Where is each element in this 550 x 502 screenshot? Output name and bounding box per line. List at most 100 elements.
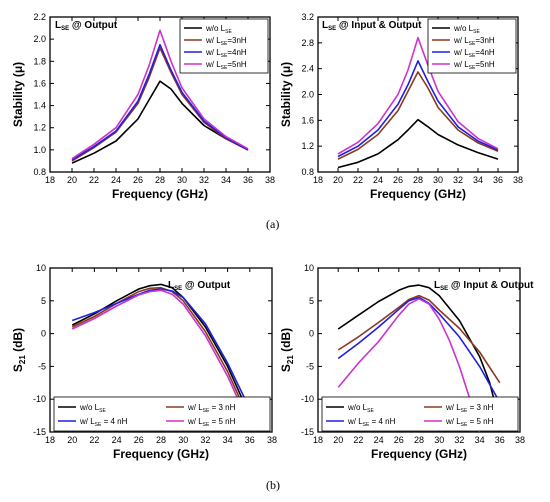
legend-label-pre: w/ L <box>79 417 95 426</box>
x-tick-label: 24 <box>112 435 122 445</box>
y-axis-label: Stability (μ) <box>11 62 25 127</box>
legend-label-post: = 5 nH <box>209 417 235 426</box>
chart-annotation: LSE @ Input & Output <box>322 20 422 32</box>
series-line-2 <box>337 296 501 403</box>
x-axis-label: Frequency (GHz) <box>112 187 208 201</box>
x-tick-label: 26 <box>134 435 144 445</box>
y-axis-label: S21 (dB) <box>279 328 295 372</box>
y-axis-label-sub: 21 <box>286 355 295 364</box>
legend-label-post: = 4 nH <box>101 417 127 426</box>
series-line-0 <box>337 284 501 423</box>
chart-annotation: LSE @ Input & Output <box>434 280 534 292</box>
x-tick-label: 38 <box>267 435 277 445</box>
chart-b-left: 18 20 22 24 26 28 30 32 34 36 38 -15 -10 -5 0 5 10 Freque… <box>11 263 277 461</box>
x-tick-label: 20 <box>67 435 77 445</box>
series-line-1 <box>71 47 249 162</box>
series-line-1 <box>337 294 501 384</box>
legend-label: w/ LSE=3nH <box>205 36 247 47</box>
y-tick-label: 0.8 <box>33 167 46 177</box>
chart-b-right: 18 20 22 24 26 28 30 32 34 36 38 -15 -10 -5 0 5 10 Freque… <box>279 263 534 461</box>
legend-label: w/ LSE = 3 nH <box>445 403 494 414</box>
legend: w/o LSE w/ LSE = 3 nHw/ LSE = 4 nH w/ LSE … <box>321 396 519 432</box>
legend-label: w/o LSE <box>79 403 106 414</box>
x-tick-label: 28 <box>155 175 165 185</box>
legend-label-sub: SE <box>473 29 480 35</box>
legend-label-post: =4nH <box>475 48 495 57</box>
chart-annotation: LSE @ Output <box>168 280 231 292</box>
legend-label: w/ LSE=4nH <box>205 48 247 59</box>
legend-label-sub: SE <box>221 41 228 47</box>
x-tick-label: 20 <box>333 175 343 185</box>
x-tick-label: 38 <box>265 175 275 185</box>
legend-label: w/o LSE <box>347 403 374 414</box>
x-tick-label: 28 <box>413 175 423 185</box>
x-tick-label: 26 <box>393 175 403 185</box>
legend-label: w/o LSE <box>453 24 480 35</box>
x-tick-label: 34 <box>475 435 485 445</box>
x-tick-label: 26 <box>394 435 404 445</box>
legend-label-sub: SE <box>221 53 228 59</box>
x-tick-label: 22 <box>89 435 99 445</box>
legend-label-pre: w/ L <box>453 36 469 45</box>
x-axis-label: Frequency (GHz) <box>113 447 209 461</box>
legend-label-pre: w/ L <box>187 403 203 412</box>
series-line-2 <box>337 60 499 158</box>
x-tick-label: 22 <box>89 175 99 185</box>
legend-label-pre: w/ L <box>445 417 461 426</box>
x-axis-label: Frequency (GHz) <box>371 447 467 461</box>
chart-a-right: 18 20 22 24 26 28 30 32 34 36 38 0.8 1.2 1.6 2.0 2.4 2.8… <box>279 12 523 201</box>
legend-label-pre: w/o L <box>453 24 474 33</box>
y-tick-label: 1.4 <box>33 101 46 111</box>
legend-label-post: =3nH <box>227 36 247 45</box>
y-tick-label: 5 <box>41 296 46 306</box>
y-axis-label-main: S <box>11 364 25 372</box>
legend-label-post: = 5 nH <box>467 417 493 426</box>
y-tick-label: 0.8 <box>301 167 314 177</box>
annotation-main: L <box>168 280 174 291</box>
legend-label: w/ LSE = 4 nH <box>79 417 128 428</box>
x-tick-label: 24 <box>373 175 383 185</box>
y-tick-label: 10 <box>304 263 314 273</box>
legend-label-pre: w/ L <box>445 403 461 412</box>
series-line-0 <box>337 118 499 169</box>
y-tick-label: 0 <box>41 329 46 339</box>
x-tick-label: 36 <box>243 175 253 185</box>
x-tick-label: 36 <box>245 435 255 445</box>
x-tick-label: 38 <box>513 175 523 185</box>
x-tick-label: 22 <box>353 435 363 445</box>
y-tick-label: -5 <box>38 361 46 371</box>
annotation-main: L <box>55 20 61 31</box>
series-line-3 <box>337 298 481 433</box>
x-tick-label: 34 <box>221 175 231 185</box>
y-axis-label-main: Stability ( <box>11 73 25 127</box>
x-tick-label: 18 <box>45 435 55 445</box>
y-axis-label: S21 (dB) <box>11 328 27 372</box>
x-tick-label: 30 <box>433 175 443 185</box>
x-tick-label: 18 <box>313 435 323 445</box>
y-axis-label-sub: 21 <box>18 355 27 364</box>
series-line-3 <box>71 29 249 160</box>
chart-annotation: LSE @ Output <box>55 20 118 32</box>
y-tick-label: 2.4 <box>301 64 314 74</box>
annotation-rest: @ Output <box>182 280 231 291</box>
legend: w/o LSE w/ LSE = 3 nHw/ LSE = 4 nH w/ LSE … <box>53 396 271 432</box>
y-tick-label: -10 <box>33 394 46 404</box>
x-tick-label: 28 <box>156 435 166 445</box>
legend-label-pre: w/ L <box>453 60 469 69</box>
x-tick-label: 30 <box>178 435 188 445</box>
panel-label-a: (a) <box>266 217 280 231</box>
annotation-sub: SE <box>328 26 336 32</box>
legend-label-sub: SE <box>99 408 106 414</box>
legend-label-post: =5nH <box>475 60 495 69</box>
y-tick-label: 5 <box>309 296 314 306</box>
legend-label: w/ LSE = 5 nH <box>187 417 236 428</box>
series-line-3 <box>71 289 251 426</box>
y-axis-label-main: S <box>279 364 293 372</box>
y-tick-label: 1.6 <box>301 115 314 125</box>
y-tick-label: 1.2 <box>33 123 46 133</box>
annotation-sub: SE <box>174 286 182 292</box>
x-tick-label: 36 <box>495 435 505 445</box>
series-line-2 <box>71 43 249 161</box>
